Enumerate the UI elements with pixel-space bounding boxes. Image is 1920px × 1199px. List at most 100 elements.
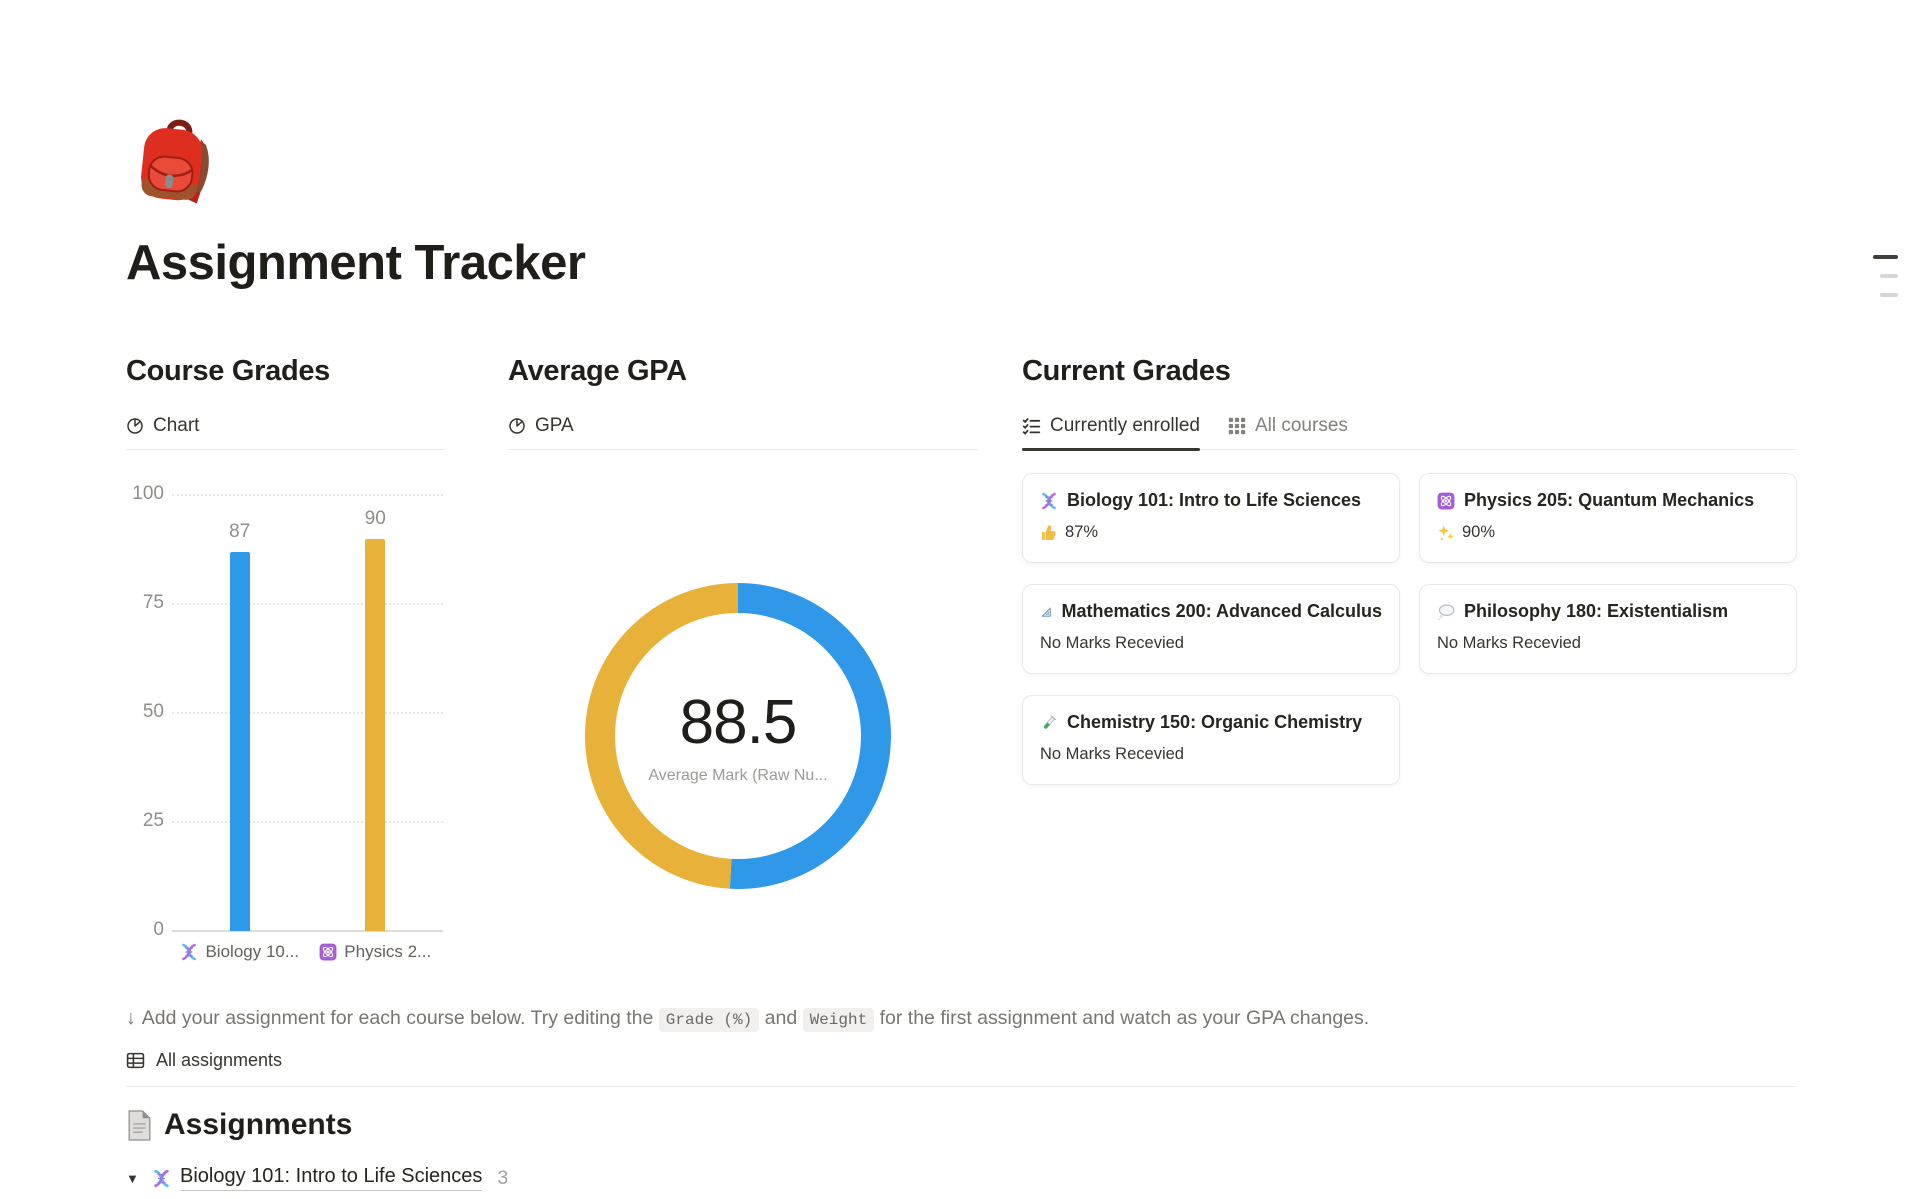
assignments-heading-label: Assignments [164, 1108, 353, 1141]
pie-chart-icon [508, 417, 526, 435]
tab-chart-label: Chart [153, 415, 200, 436]
donut-slice [585, 583, 739, 889]
grid-line [172, 712, 443, 714]
chart-bar: 90 [365, 508, 386, 931]
grid-line [172, 494, 443, 496]
atom-icon [319, 943, 337, 961]
grid-icon [1228, 417, 1246, 435]
x-label-physics: Physics 2... [308, 942, 444, 962]
page-icon [126, 1109, 153, 1141]
course-card[interactable]: Mathematics 200: Advanced Calculus No Mar… [1022, 584, 1400, 674]
current-grades-column: Current Grades Currently enrolled All co… [1022, 355, 1797, 785]
grid-line [172, 603, 443, 605]
toc-item-1[interactable] [1873, 255, 1898, 259]
grid-line [172, 930, 443, 932]
course-card-mark: No Marks Recevied [1040, 745, 1382, 764]
course-card[interactable]: Chemistry 150: Organic Chemistry No Marks… [1022, 695, 1400, 785]
tab-currently-enrolled-label: Currently enrolled [1050, 415, 1200, 436]
note-prefix: Add your assignment for each course belo… [141, 1007, 659, 1029]
course-card[interactable]: Biology 101: Intro to Life Sciences 87% [1022, 473, 1400, 563]
table-of-contents [1873, 255, 1898, 297]
course-card-title: Philosophy 180: Existentialism [1437, 601, 1779, 622]
bar-slot: 87 [172, 495, 308, 931]
tab-all-assignments[interactable]: All assignments [126, 1050, 1796, 1087]
checklist-icon [1022, 417, 1041, 436]
thought-balloon-icon [1437, 603, 1455, 621]
note-suffix: for the first assignment and watch as yo… [874, 1007, 1370, 1029]
tab-gpa-label: GPA [535, 415, 574, 436]
y-tick-label: 25 [142, 810, 164, 831]
course-card-mark-text: No Marks Recevied [1040, 745, 1184, 763]
donut-slice [729, 583, 891, 889]
course-card[interactable]: Physics 205: Quantum Mechanics 90% [1419, 473, 1797, 563]
note-text: ↓ Add your assignment for each course bel… [126, 1007, 1796, 1032]
grade-code-chip: Grade (%) [658, 1008, 760, 1032]
course-card-title: Physics 205: Quantum Mechanics [1437, 490, 1779, 511]
assignments-heading: Assignments [126, 1108, 1796, 1142]
course-card-mark: 87% [1040, 523, 1382, 542]
course-grades-heading: Course Grades [126, 355, 331, 387]
course-grades-column: Course Grades Chart 0 25 50 75 100 87 90 [126, 355, 445, 962]
course-card-title: Biology 101: Intro to Life Sciences [1040, 490, 1382, 511]
pie-chart-icon [126, 417, 144, 435]
table-icon [126, 1051, 145, 1070]
assignment-group-title[interactable]: Biology 101: Intro to Life Sciences [180, 1165, 483, 1191]
test-tube-icon [1040, 714, 1058, 732]
tab-gpa[interactable]: GPA [508, 415, 574, 449]
course-card-mark-text: 87% [1065, 523, 1099, 541]
course-card-title-text: Philosophy 180: Existentialism [1464, 601, 1729, 621]
dna-icon [180, 943, 198, 961]
bar-value-label: 87 [229, 520, 251, 542]
tab-currently-enrolled[interactable]: Currently enrolled [1022, 415, 1200, 451]
course-card-title: Chemistry 150: Organic Chemistry [1040, 712, 1382, 733]
tab-all-courses-label: All courses [1254, 415, 1348, 436]
course-card-title-text: Biology 101: Intro to Life Sciences [1067, 490, 1362, 510]
gpa-donut-chart: 88.5 Average Mark (Raw Nu... [578, 576, 898, 896]
dna-icon [1040, 492, 1058, 510]
course-card-mark-text: No Marks Recevied [1040, 634, 1184, 652]
tab-all-courses[interactable]: All courses [1228, 415, 1348, 449]
y-tick-label: 75 [142, 592, 164, 613]
triangular-ruler-icon [1040, 603, 1053, 621]
average-gpa-tabs: GPA [508, 412, 978, 450]
backpack-emoji [126, 112, 226, 216]
tab-all-assignments-label: All assignments [156, 1050, 283, 1070]
bar-chart: 0 25 50 75 100 87 90 [126, 483, 445, 940]
thumbs-up-icon [1040, 524, 1058, 542]
bar-chart-plot: 87 90 [172, 494, 443, 932]
dna-icon [152, 1169, 171, 1188]
average-gpa-column: Average GPA GPA 88.5 Average Mark (Raw N… [508, 355, 978, 896]
assignment-group-count: 3 [497, 1166, 509, 1189]
y-tick-label: 0 [153, 919, 164, 940]
course-card-mark-text: No Marks Recevied [1437, 634, 1581, 652]
bar-slot: 90 [308, 495, 444, 931]
course-card-title-text: Physics 205: Quantum Mechanics [1464, 490, 1755, 510]
page-content: Assignment Tracker Course Grades Chart 0… [126, 0, 1797, 1191]
bar-chart-x-labels: Biology 10... Physics 2... [172, 942, 443, 962]
toc-item-3[interactable] [1880, 293, 1898, 297]
donut-value: 88.5 [679, 688, 798, 757]
down-arrow-icon: ↓ [126, 1007, 136, 1029]
tab-chart[interactable]: Chart [126, 415, 199, 449]
chart-bar: 87 [229, 521, 250, 931]
course-card-mark: 90% [1437, 523, 1779, 542]
atom-icon [1437, 492, 1455, 510]
current-grades-heading: Current Grades [1022, 355, 1231, 387]
bar-value-label: 90 [364, 507, 386, 529]
weight-code-chip: Weight [802, 1008, 875, 1032]
dashboard-columns: Course Grades Chart 0 25 50 75 100 87 90 [126, 355, 1797, 962]
bar-chart-bars: 87 90 [172, 495, 443, 931]
note-middle: and [759, 1007, 803, 1029]
x-label-physics-text: Physics 2... [344, 942, 432, 961]
course-card[interactable]: Philosophy 180: Existentialism No Marks R… [1419, 584, 1797, 674]
course-card-title: Mathematics 200: Advanced Calculus [1040, 601, 1382, 622]
toc-item-2[interactable] [1880, 274, 1898, 278]
sparkles-icon [1437, 524, 1455, 542]
toggle-triangle-icon[interactable]: ▼ [126, 1170, 139, 1186]
donut-svg [585, 583, 891, 889]
course-cards: Biology 101: Intro to Life Sciences 87% Ph… [1022, 473, 1797, 785]
current-grades-tabs: Currently enrolled All courses [1022, 412, 1796, 451]
bar-chart-yticks: 0 25 50 75 100 [126, 483, 164, 940]
course-card-mark: No Marks Recevied [1437, 634, 1779, 653]
